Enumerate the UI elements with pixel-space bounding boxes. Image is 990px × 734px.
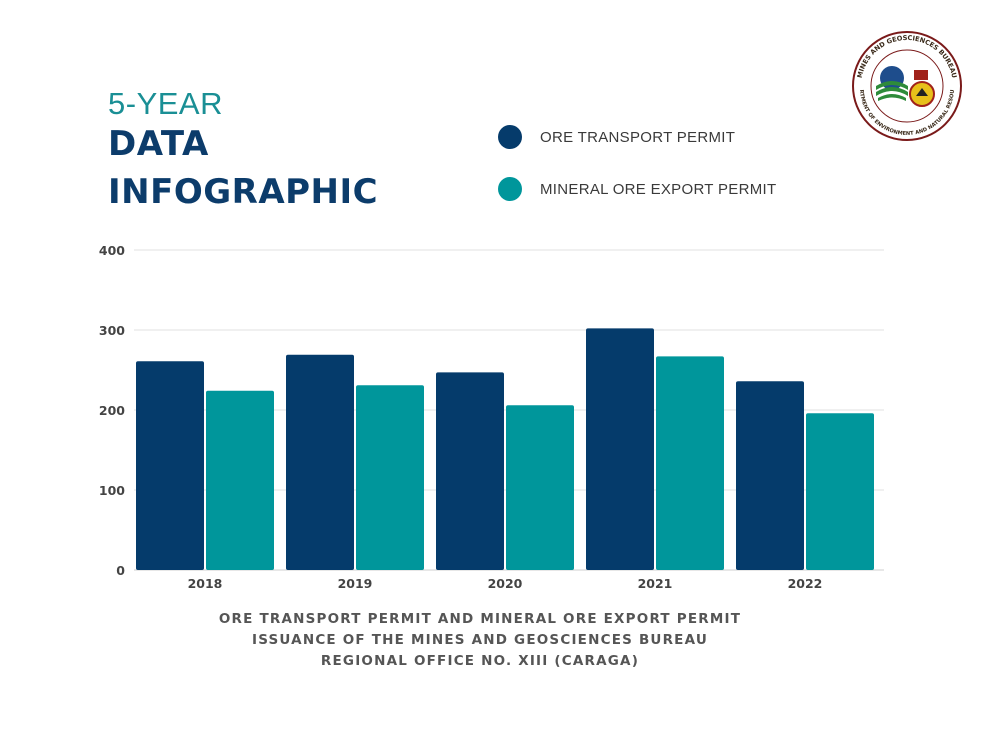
bar-mineral-export-2022 [806,413,874,570]
bar-mineral-export-2018 [206,390,274,570]
x-tick-label: 2018 [188,576,223,591]
bar-ore-transport-2022 [736,381,804,570]
x-tick-label: 2021 [638,576,673,591]
page-title-line2: INFOGRAPHIC [108,172,379,212]
y-tick-label: 100 [99,483,125,498]
y-tick-label: 400 [99,243,125,258]
x-tick-label: 2020 [488,576,523,591]
x-tick-label: 2022 [788,576,823,591]
caption-line1: ORE TRANSPORT PERMIT AND MINERAL ORE EXP… [218,611,742,627]
legend-item-ore-transport: ORE TRANSPORT PERMIT [498,125,735,149]
bar-mineral-export-2021 [656,356,724,570]
mgb-logo: MINES AND GEOSCIENCES BUREAU DEPARTMENT … [848,30,962,141]
bar-ore-transport-2018 [136,361,204,570]
caption-line3: REGIONAL OFFICE NO. XIII (CARAGA) [320,653,640,669]
legend-swatch-mineral-export [498,177,522,201]
bar-ore-transport-2021 [586,328,654,570]
y-tick-label: 200 [99,403,125,418]
legend-item-mineral-export: MINERAL ORE EXPORT PERMIT [498,177,776,201]
legend-label-ore-transport: ORE TRANSPORT PERMIT [540,128,736,146]
bar-mineral-export-2020 [506,405,574,570]
x-tick-label: 2019 [338,576,373,591]
page-title-line1: DATA [108,124,209,164]
subtitle: 5-YEAR [108,86,223,121]
bar-mineral-export-2019 [356,385,424,570]
caption-line2: ISSUANCE OF THE MINES AND GEOSCIENCES BU… [251,632,709,648]
bar-ore-transport-2020 [436,372,504,570]
y-tick-label: 300 [99,323,125,338]
bar-ore-transport-2019 [286,354,354,570]
y-tick-label: 0 [116,563,125,578]
legend-swatch-ore-transport [498,125,522,149]
legend-label-mineral-export: MINERAL ORE EXPORT PERMIT [540,180,777,198]
